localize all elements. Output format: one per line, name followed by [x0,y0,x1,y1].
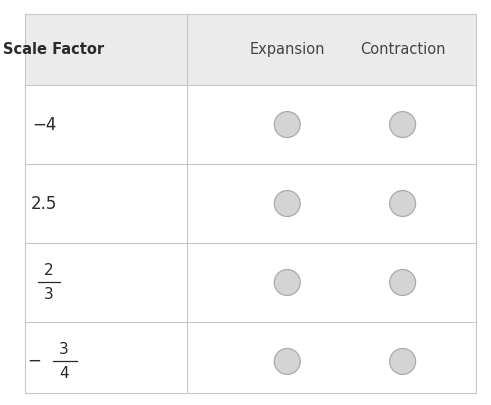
Ellipse shape [274,191,300,217]
Text: 4: 4 [59,366,69,381]
Ellipse shape [274,348,300,374]
Text: 3: 3 [44,287,54,302]
Text: Contraction: Contraction [360,42,445,57]
Text: 3: 3 [59,342,69,357]
Ellipse shape [390,270,415,296]
Text: −: − [27,352,41,370]
Text: −4: −4 [32,115,56,134]
Text: Scale Factor: Scale Factor [3,42,105,57]
Text: 2: 2 [44,263,54,278]
FancyBboxPatch shape [25,14,476,85]
Ellipse shape [390,191,415,217]
Ellipse shape [274,112,300,138]
Text: Expansion: Expansion [249,42,325,57]
Text: 2.5: 2.5 [31,194,57,213]
Ellipse shape [390,348,415,374]
Ellipse shape [274,270,300,296]
Ellipse shape [390,112,415,138]
